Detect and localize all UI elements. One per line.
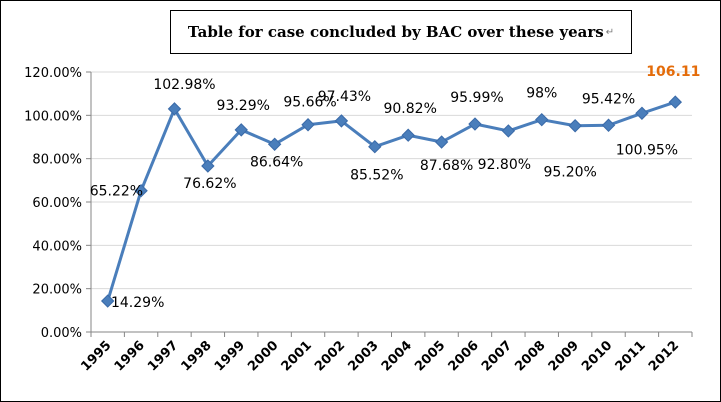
chart-title-box: Table for case concluded by BAC over the… [170, 10, 632, 54]
x-tick-label: 2010 [579, 338, 615, 374]
x-tick-label: 2002 [312, 338, 348, 374]
x-tick-label: 2005 [412, 338, 448, 374]
data-point-marker [301, 118, 315, 132]
x-tick-label: 2012 [646, 338, 682, 374]
data-point-marker [334, 114, 349, 128]
data-label: 93.29% [217, 98, 270, 114]
y-tick-label: 60.00% [32, 196, 82, 211]
data-label: 106.11 [646, 64, 700, 80]
y-tick-label: 0.00% [41, 326, 82, 341]
x-tick-label: 1995 [78, 338, 114, 374]
y-tick-label: 120.00% [24, 66, 82, 81]
x-tick-label: 2003 [345, 338, 381, 374]
y-tick-label: 20.00% [32, 283, 82, 298]
data-label: 76.62% [183, 176, 236, 192]
data-point-marker [501, 124, 516, 138]
data-label: 95.42% [582, 91, 635, 107]
data-point-marker [134, 183, 148, 198]
data-point-marker [535, 112, 549, 127]
x-tick-label: 1998 [178, 338, 214, 374]
x-tick-label: 2006 [446, 338, 482, 374]
data-label: 65.22% [90, 184, 143, 200]
chart-title: Table for case concluded by BAC over the… [187, 23, 604, 41]
x-tick-label: 2007 [479, 338, 515, 374]
data-point-marker [267, 137, 282, 151]
data-label: 95.99% [450, 90, 503, 106]
y-tick-label: 40.00% [32, 239, 82, 254]
data-point-marker [635, 106, 649, 120]
data-label: 92.80% [478, 157, 531, 173]
data-point-marker [234, 123, 248, 137]
data-point-marker [434, 135, 449, 149]
data-label: 102.98% [153, 77, 215, 93]
y-tick-label: 80.00% [32, 153, 82, 168]
data-point-marker [201, 159, 215, 173]
data-label: 95.66% [283, 95, 336, 111]
data-label: 85.52% [350, 168, 403, 184]
data-point-marker [368, 139, 382, 154]
data-label: 97.43% [318, 89, 371, 105]
y-tick-label: 100.00% [24, 109, 82, 124]
data-label: 100.95% [616, 142, 678, 158]
x-tick-label: 2001 [279, 338, 315, 374]
data-label: 90.82% [383, 101, 436, 117]
x-tick-label: 2009 [546, 338, 582, 374]
data-label: 86.64% [250, 154, 303, 170]
x-tick-label: 1996 [112, 338, 148, 374]
data-point-marker [601, 118, 616, 132]
paragraph-mark-icon: ↵ [605, 26, 615, 38]
data-point-marker [668, 95, 683, 109]
data-point-marker [468, 117, 482, 131]
data-point-marker [401, 128, 415, 142]
data-point-marker [100, 294, 115, 308]
data-point-marker [568, 119, 582, 133]
data-label: 87.68% [420, 158, 473, 174]
data-label: 14.29% [111, 295, 164, 311]
x-tick-label: 1997 [145, 338, 181, 374]
data-point-marker [167, 102, 182, 116]
x-tick-label: 2008 [512, 338, 548, 374]
x-tick-label: 2004 [379, 338, 415, 374]
x-tick-label: 1999 [212, 338, 248, 374]
data-label: 95.20% [543, 165, 596, 181]
data-label: 98% [526, 86, 557, 102]
x-tick-label: 2000 [245, 338, 281, 374]
x-tick-label: 2011 [613, 338, 649, 374]
